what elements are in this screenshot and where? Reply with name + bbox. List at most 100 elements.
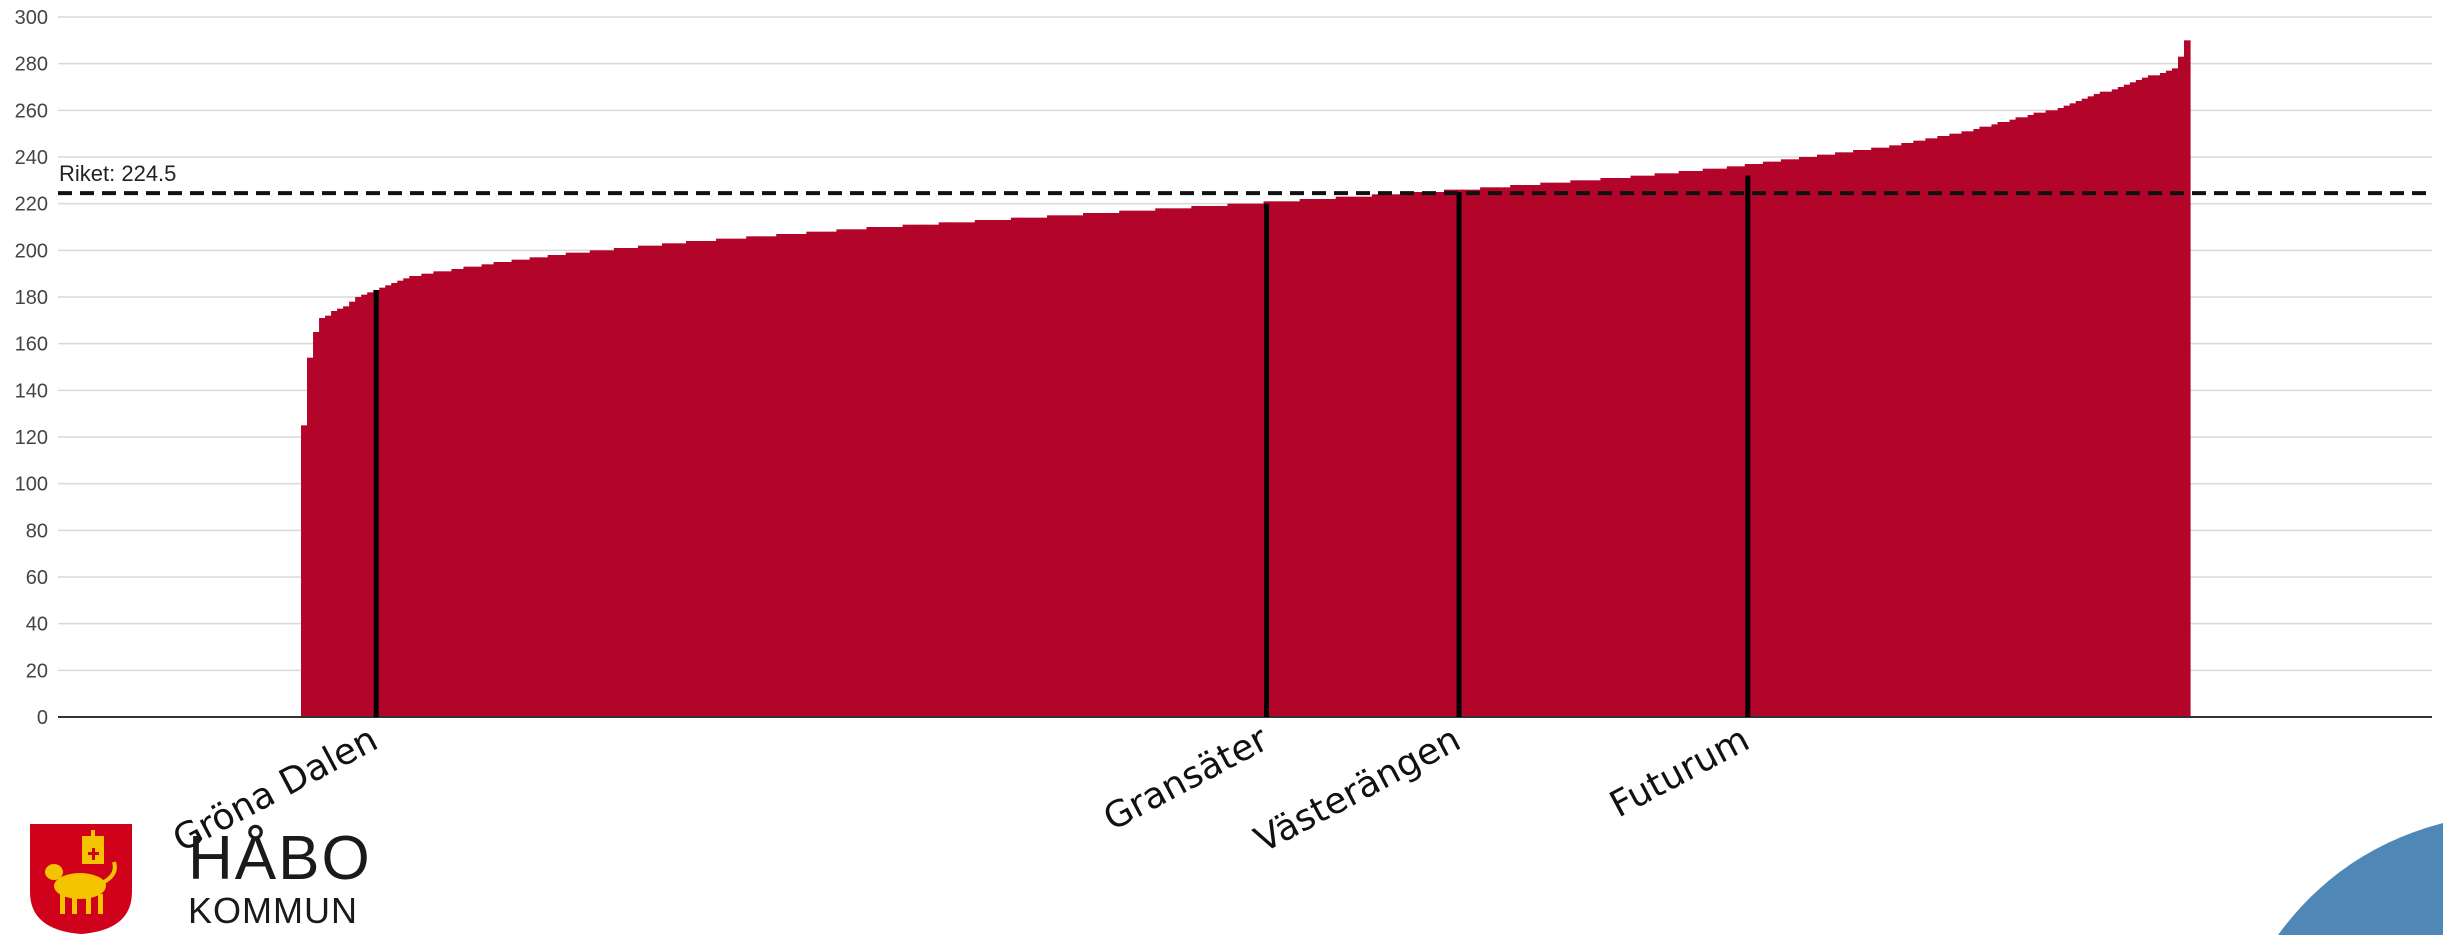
bar xyxy=(1179,208,1186,718)
bar xyxy=(1305,199,1313,717)
y-tick-label: 60 xyxy=(26,567,48,589)
bar xyxy=(1576,180,1583,718)
bar xyxy=(1913,140,1920,717)
bar xyxy=(409,276,416,717)
bar xyxy=(1919,140,1926,717)
bar xyxy=(1937,136,1944,717)
bar xyxy=(1474,189,1481,717)
habo-kommun-logo: HÅBO KOMMUN xyxy=(28,822,370,935)
bar xyxy=(1173,208,1180,718)
bar xyxy=(1419,192,1427,717)
bar xyxy=(379,287,386,717)
bar xyxy=(355,297,362,717)
bar xyxy=(583,252,591,717)
bar xyxy=(812,231,819,717)
bar xyxy=(2039,112,2047,717)
bar xyxy=(577,252,585,717)
bar xyxy=(301,425,308,717)
bar xyxy=(1883,147,1890,717)
bar xyxy=(1997,122,2005,717)
bar xyxy=(397,280,404,717)
bar xyxy=(1143,210,1150,717)
bar xyxy=(1594,180,1602,718)
bar xyxy=(896,227,904,717)
bar xyxy=(1612,178,1620,717)
bar xyxy=(1059,215,1066,718)
bar xyxy=(1666,173,1674,718)
y-tick-label: 180 xyxy=(15,287,48,309)
logo-title: HÅBO xyxy=(188,824,372,893)
bar xyxy=(1468,189,1475,717)
bar xyxy=(716,238,723,717)
bar xyxy=(649,245,657,717)
bar xyxy=(1798,157,1806,717)
bar xyxy=(1841,152,1848,718)
bar xyxy=(1540,182,1547,717)
bar xyxy=(433,271,440,717)
bar xyxy=(2045,110,2053,718)
bar xyxy=(1083,213,1090,717)
bar xyxy=(475,266,483,717)
bar xyxy=(1678,171,1686,717)
bar xyxy=(1859,150,1866,717)
bar xyxy=(487,264,495,717)
bar xyxy=(1065,215,1072,718)
bar xyxy=(722,238,729,717)
bar xyxy=(1702,168,1710,717)
bar xyxy=(992,220,1000,717)
bar xyxy=(770,236,777,718)
bar xyxy=(655,245,663,717)
bar xyxy=(1708,168,1716,717)
bar xyxy=(842,229,850,718)
y-tick-label: 40 xyxy=(26,614,48,636)
bar xyxy=(794,234,801,717)
bar xyxy=(1720,168,1728,717)
bar xyxy=(800,234,807,717)
y-tick-label: 0 xyxy=(37,707,48,729)
bar xyxy=(493,262,501,717)
bar xyxy=(601,250,609,718)
bar xyxy=(1738,166,1746,718)
bar xyxy=(1269,201,1277,718)
bar xyxy=(1311,199,1319,717)
bar xyxy=(1257,203,1265,717)
bar xyxy=(1552,182,1559,717)
bar xyxy=(1804,157,1812,717)
bar xyxy=(1438,192,1445,717)
bar xyxy=(1774,161,1782,717)
bar xyxy=(1865,150,1872,717)
bar xyxy=(758,236,765,718)
bar xyxy=(2063,105,2071,717)
bar xyxy=(1726,166,1734,718)
bar xyxy=(1046,215,1054,718)
bar xyxy=(1119,210,1126,717)
bar xyxy=(1853,150,1860,717)
bar xyxy=(740,238,747,717)
bar xyxy=(1010,217,1018,717)
bar xyxy=(1582,180,1590,718)
bar xyxy=(1823,154,1830,717)
bar xyxy=(998,220,1006,717)
bar xyxy=(1810,157,1818,717)
bar xyxy=(1642,175,1650,717)
bar xyxy=(2021,117,2029,718)
bar xyxy=(1101,213,1108,717)
bar xyxy=(1654,173,1662,718)
bar xyxy=(1227,203,1235,717)
bar xyxy=(505,262,513,717)
bar xyxy=(367,292,374,717)
bar xyxy=(1395,194,1403,718)
bar xyxy=(1564,182,1571,717)
bar xyxy=(2015,117,2023,718)
bar xyxy=(2135,80,2143,717)
bar xyxy=(1245,203,1253,717)
bar xyxy=(1786,159,1794,718)
bar xyxy=(1516,185,1523,717)
bar xyxy=(1895,145,1902,718)
bar xyxy=(980,220,988,717)
bar xyxy=(2183,40,2191,718)
bar xyxy=(1450,189,1457,717)
bar xyxy=(1281,201,1289,718)
bar xyxy=(1486,187,1493,718)
bar xyxy=(439,271,446,717)
